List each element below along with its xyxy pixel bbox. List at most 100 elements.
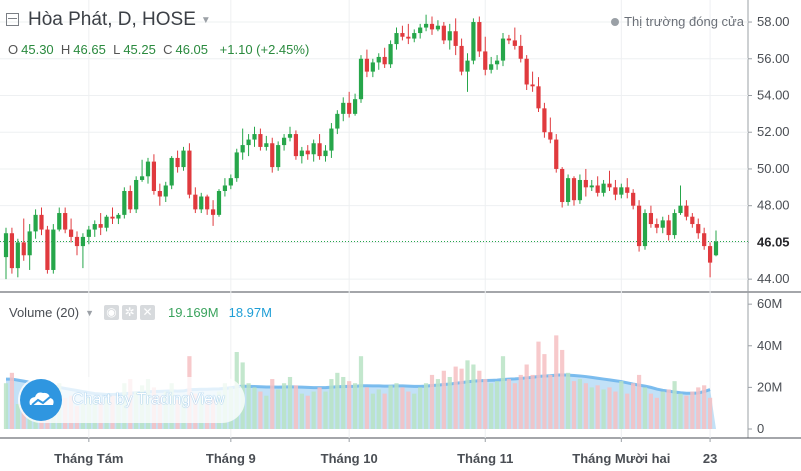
candle-body: [412, 33, 417, 39]
close-value: 46.05: [175, 42, 209, 57]
volume-bar: [465, 360, 470, 429]
collapse-pane-icon[interactable]: [6, 12, 19, 26]
candle-body: [33, 214, 38, 232]
candle-body: [80, 236, 86, 247]
volume-bar: [524, 364, 529, 429]
volume-bar: [589, 387, 594, 429]
candle-body: [222, 185, 228, 191]
volume-bar: [258, 391, 263, 429]
candle-body: [39, 214, 44, 230]
price-tick-label: 48.00: [757, 198, 790, 213]
candle-body: [347, 102, 352, 114]
time-tick-label: Tháng 11: [457, 451, 513, 466]
volume-bar: [364, 387, 370, 429]
candle-body: [287, 134, 293, 138]
price-tick-label: 58.00: [757, 14, 790, 29]
candle-body: [696, 224, 701, 234]
time-tick-label: Tháng Tám: [54, 451, 123, 466]
candle-body: [299, 150, 304, 157]
price-tick-label: 44.00: [757, 271, 790, 286]
volume-header[interactable]: Volume (20) ▼ ◉ ✲ ✕ 19.169M 18.97M: [9, 305, 272, 320]
candle-body: [169, 157, 174, 186]
volume-bar: [577, 379, 583, 429]
candle-body: [518, 45, 523, 59]
candle-body: [642, 213, 648, 247]
candle-body: [441, 25, 446, 41]
candle-body: [447, 31, 452, 41]
tradingview-watermark[interactable]: Chart by TradingView: [18, 377, 245, 423]
candle-body: [364, 58, 370, 72]
volume-bar: [583, 383, 588, 429]
volume-bar: [601, 389, 606, 429]
candle-body: [86, 229, 91, 237]
time-tick-label: Tháng 10: [321, 451, 378, 466]
candle-body: [418, 27, 423, 34]
candle-body: [489, 64, 494, 70]
volume-bar: [494, 381, 500, 429]
candle-body: [636, 205, 642, 247]
candle-body: [388, 44, 393, 65]
open-label: O: [8, 42, 19, 57]
volume-bar: [293, 385, 299, 429]
change-value: +1.10 (+2.45%): [219, 42, 310, 57]
volume-bar: [542, 354, 547, 429]
candle-body: [27, 231, 32, 256]
low-value: 45.25: [123, 42, 156, 57]
volume-bar: [317, 387, 322, 429]
candle-body: [595, 185, 600, 193]
candle-body: [74, 236, 80, 247]
status-dot-icon: [611, 18, 620, 26]
volume-bar: [352, 383, 358, 429]
volume-bar: [672, 381, 677, 429]
volume-bar: [477, 370, 482, 429]
market-status: Thị trường đóng cửa: [611, 14, 744, 29]
candle-body: [21, 242, 26, 256]
volume-bar: [423, 383, 429, 429]
candle-body: [684, 205, 689, 217]
volume-bar: [276, 389, 281, 429]
symbol-title[interactable]: Hòa Phát, D, HOSE: [28, 9, 196, 30]
candle-body: [163, 185, 168, 197]
volume-bar: [9, 372, 15, 429]
volume-bar: [323, 391, 328, 429]
candle-body: [264, 143, 269, 147]
volume-bar: [696, 387, 701, 429]
candle-body: [370, 62, 375, 72]
candle-body: [560, 168, 565, 203]
gear-icon[interactable]: ✲: [122, 305, 138, 320]
candle-body: [583, 179, 588, 188]
volume-bar: [560, 349, 565, 429]
candle-body: [92, 224, 97, 230]
eye-icon[interactable]: ◉: [104, 305, 120, 320]
price-tick-label: 56.00: [757, 51, 790, 66]
candle-body: [45, 229, 50, 270]
volume-bar: [636, 374, 642, 429]
candle-body: [400, 33, 405, 37]
volume-bar: [441, 370, 446, 429]
volume-title[interactable]: Volume (20): [9, 305, 80, 320]
open-value: 45.30: [21, 42, 54, 57]
volume-bar: [382, 393, 387, 429]
candle-body: [666, 220, 671, 236]
chevron-down-icon[interactable]: ▼: [200, 14, 211, 26]
candle-body: [151, 161, 157, 191]
candle-body: [524, 58, 529, 85]
close-icon[interactable]: ✕: [140, 305, 156, 320]
volume-bar: [471, 364, 476, 429]
candle-body: [512, 40, 517, 46]
candle-body: [453, 31, 458, 46]
volume-bar: [684, 395, 689, 429]
volume-bar: [358, 356, 364, 429]
volume-tick-label: 60M: [757, 296, 782, 311]
cloud-chart-icon: [29, 392, 54, 406]
candle-body: [187, 150, 192, 195]
candle-body: [477, 22, 482, 52]
symbol-header[interactable]: Hòa Phát, D, HOSE ▼: [6, 9, 211, 31]
candle-body: [465, 60, 470, 72]
chevron-down-icon[interactable]: ▼: [85, 307, 95, 318]
volume-bar: [625, 393, 630, 429]
close-label: C: [163, 42, 173, 57]
candle-body: [199, 196, 204, 210]
volume-bar: [654, 397, 659, 429]
candle-body: [234, 152, 239, 179]
